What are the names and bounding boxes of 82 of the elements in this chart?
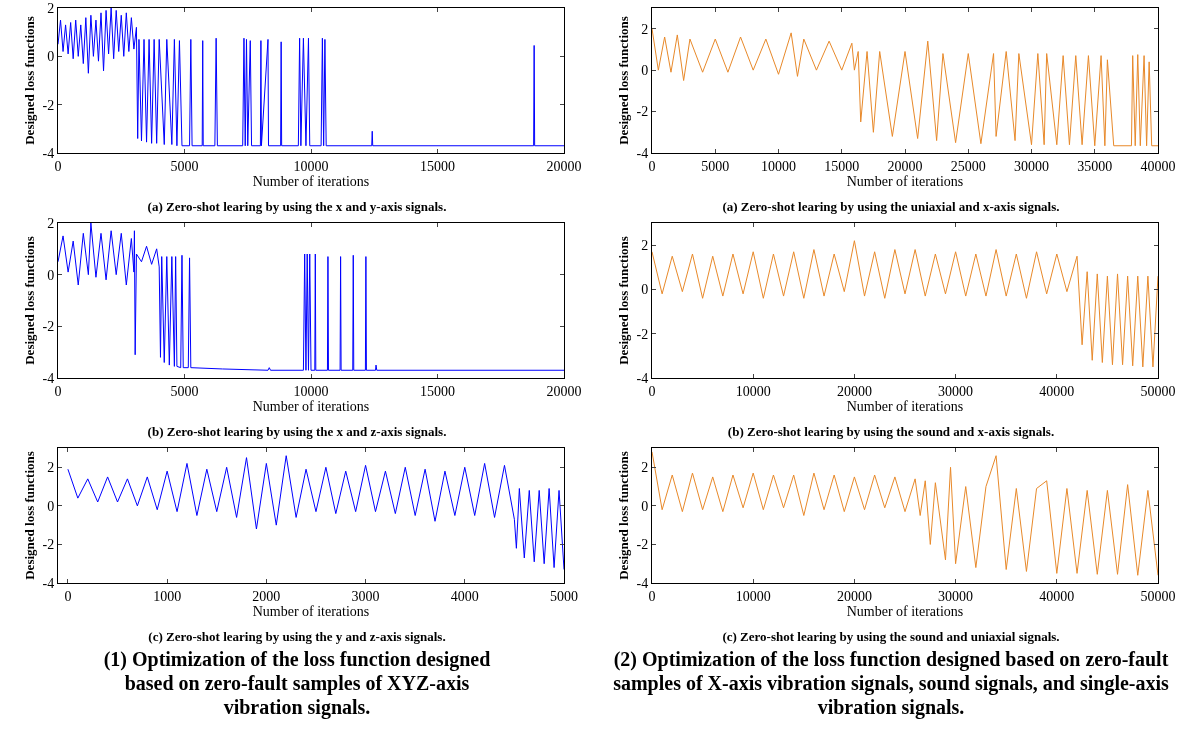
x-tick-label: 35000 [1077, 158, 1113, 174]
y-tick-label: 2 [47, 0, 55, 16]
x-tick-label: 10000 [293, 383, 329, 399]
y-tick-label: 0 [641, 282, 649, 298]
x-tick-label: 20000 [836, 588, 872, 604]
x-tick-label: 40000 [1140, 158, 1176, 174]
x-axis-title: Number of iterations [252, 603, 370, 619]
line-series [67, 455, 564, 570]
x-tick-label: 0 [64, 588, 72, 604]
line-series [58, 223, 564, 371]
y-tick-label: 0 [47, 267, 55, 283]
x-tick-label: 20000 [887, 158, 923, 174]
y-tick-label: 0 [47, 498, 55, 514]
line-series [652, 240, 1158, 368]
text: (c) Zero-shot learing by using the y and z-axis signals. [148, 629, 446, 644]
y-tick-label: 2 [47, 460, 55, 476]
x-tick-label: 5000 [550, 588, 578, 604]
text: (a) Zero-shot learing by using the x and y-axis signals. [147, 199, 447, 214]
text: (b) Zero-shot learing by using the x and z-axis signals. [147, 424, 447, 439]
y-axis-title: Designed loss functions [616, 236, 632, 365]
line-series [652, 28, 1158, 147]
text: (1) Optimization of the loss function designed based on zero-fault samples of XYZ-axis vibration signals. [102, 647, 492, 719]
y-tick-label: -4 [636, 145, 649, 161]
y-tick-label: 2 [641, 21, 649, 37]
line-series [58, 8, 564, 147]
x-axis-title: Number of iterations [846, 398, 964, 414]
x-tick-label: 30000 [1014, 158, 1049, 174]
y-tick-label: 2 [641, 460, 649, 476]
text: (c) Zero-shot learing by using the sound and uniaxial signals. [722, 629, 1060, 644]
text: (2) Optimization of the loss function designed based on zero-fault samples of X-axis vibration signals, sound signals, and single-axis vibration signals. [612, 647, 1170, 719]
x-tick-label: 30000 [938, 588, 974, 604]
y-tick-label: -2 [636, 104, 649, 120]
x-tick-label: 40000 [1039, 383, 1075, 399]
x-tick-label: 10000 [761, 158, 796, 174]
x-tick-label: 10000 [293, 158, 329, 174]
line-series [652, 451, 1158, 576]
x-tick-label: 20000 [836, 383, 872, 399]
y-tick-label: -4 [42, 145, 55, 161]
y-tick-label: -2 [42, 97, 55, 113]
x-tick-label: 4000 [450, 588, 479, 604]
text: (b) Zero-shot learing by using the sound and x-axis signals. [727, 424, 1055, 439]
x-axis-title: Number of iterations [252, 173, 370, 189]
y-axis-title: Designed loss functions [616, 16, 632, 145]
x-tick-label: 1000 [153, 588, 182, 604]
y-axis-title: Designed loss functions [616, 451, 632, 580]
x-tick-label: 15000 [824, 158, 860, 174]
y-tick-label: -2 [42, 319, 55, 335]
x-tick-label: 5000 [170, 383, 199, 399]
y-axis-title: Designed loss functions [22, 236, 38, 365]
y-tick-label: 2 [47, 215, 55, 231]
y-tick-label: 0 [641, 498, 649, 514]
x-tick-label: 15000 [420, 383, 455, 399]
y-tick-label: 0 [47, 49, 55, 65]
x-tick-label: 20000 [546, 383, 582, 399]
x-tick-label: 5000 [170, 158, 199, 174]
x-tick-label: 5000 [701, 158, 730, 174]
y-tick-label: -4 [42, 575, 55, 591]
x-axis-title: Number of iterations [846, 173, 964, 189]
y-tick-label: 2 [641, 238, 649, 254]
y-tick-label: 0 [641, 63, 649, 79]
y-tick-label: -4 [42, 370, 55, 386]
y-tick-label: -2 [636, 326, 649, 342]
x-tick-label: 10000 [735, 588, 771, 604]
x-tick-label: 50000 [1140, 383, 1176, 399]
x-tick-label: 30000 [938, 383, 974, 399]
y-tick-label: -4 [636, 370, 649, 386]
x-axis-title: Number of iterations [252, 398, 370, 414]
x-tick-label: 25000 [950, 158, 986, 174]
y-axis-title: Designed loss functions [22, 451, 38, 580]
x-tick-label: 20000 [546, 158, 582, 174]
x-tick-label: 2000 [252, 588, 281, 604]
x-tick-label: 3000 [351, 588, 380, 604]
x-tick-label: 10000 [735, 383, 771, 399]
x-tick-label: 40000 [1039, 588, 1075, 604]
x-tick-label: 50000 [1140, 588, 1176, 604]
y-tick-label: -4 [636, 575, 649, 591]
x-axis-title: Number of iterations [846, 603, 964, 619]
text: (a) Zero-shot learing by using the uniaxial and x-axis signals. [722, 199, 1060, 214]
y-axis-title: Designed loss functions [22, 16, 38, 145]
x-tick-label: 15000 [420, 158, 455, 174]
y-tick-label: -2 [636, 537, 649, 553]
y-tick-label: -2 [42, 537, 55, 553]
